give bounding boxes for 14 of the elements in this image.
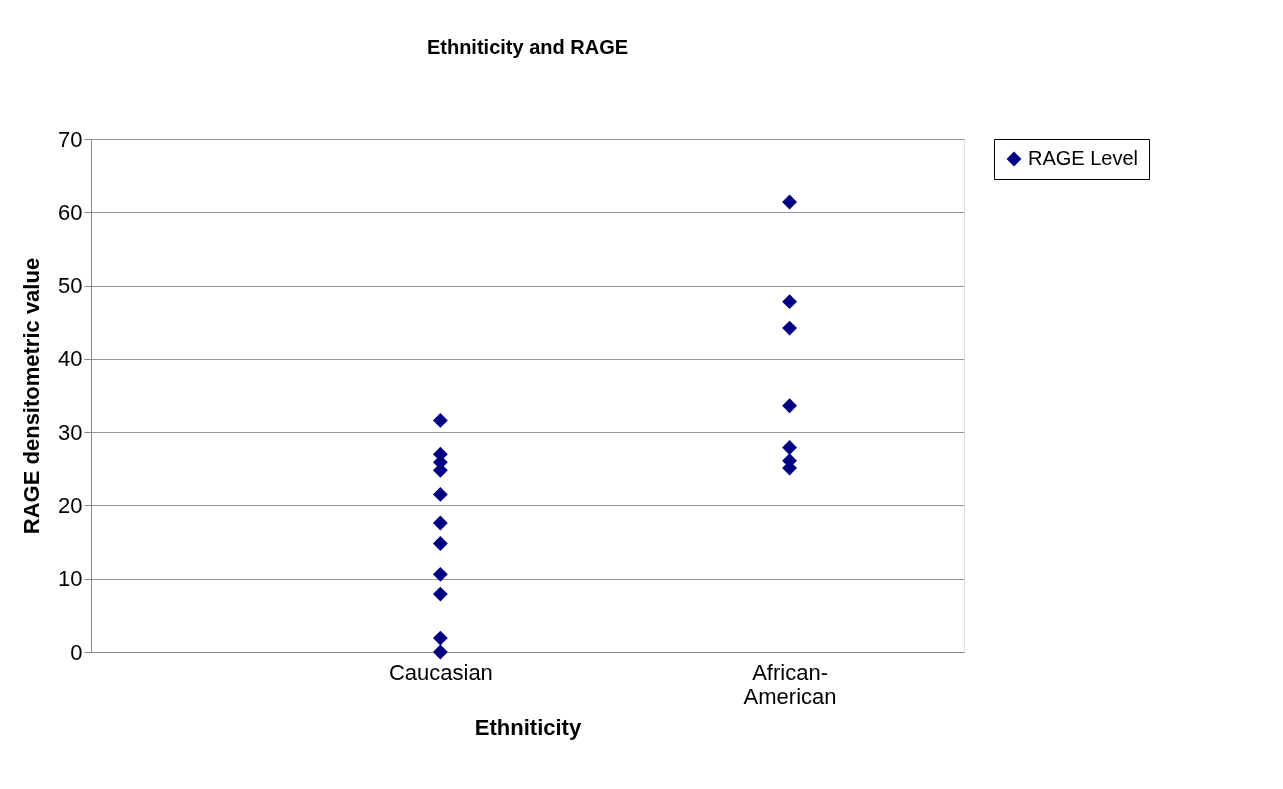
y-axis-title: RAGE densitometric value bbox=[19, 257, 45, 535]
y-tick-label: 70 bbox=[58, 126, 83, 152]
y-tick-label: 20 bbox=[58, 492, 83, 518]
y-tick-label: 60 bbox=[58, 199, 83, 225]
y-tick-label: 10 bbox=[58, 566, 83, 592]
y-tick-label: 40 bbox=[58, 346, 83, 372]
legend-label: RAGE Level bbox=[1028, 147, 1139, 169]
y-tick-label: 50 bbox=[58, 273, 83, 299]
x-tick-label: African-American bbox=[743, 659, 837, 709]
y-tick-label: 0 bbox=[70, 639, 83, 665]
x-tick-label: Caucasian bbox=[388, 659, 493, 685]
chart-title: Ethniticity and RAGE bbox=[426, 36, 629, 58]
x-axis-title: Ethniticity bbox=[474, 714, 582, 740]
y-tick-label: 30 bbox=[58, 419, 83, 445]
